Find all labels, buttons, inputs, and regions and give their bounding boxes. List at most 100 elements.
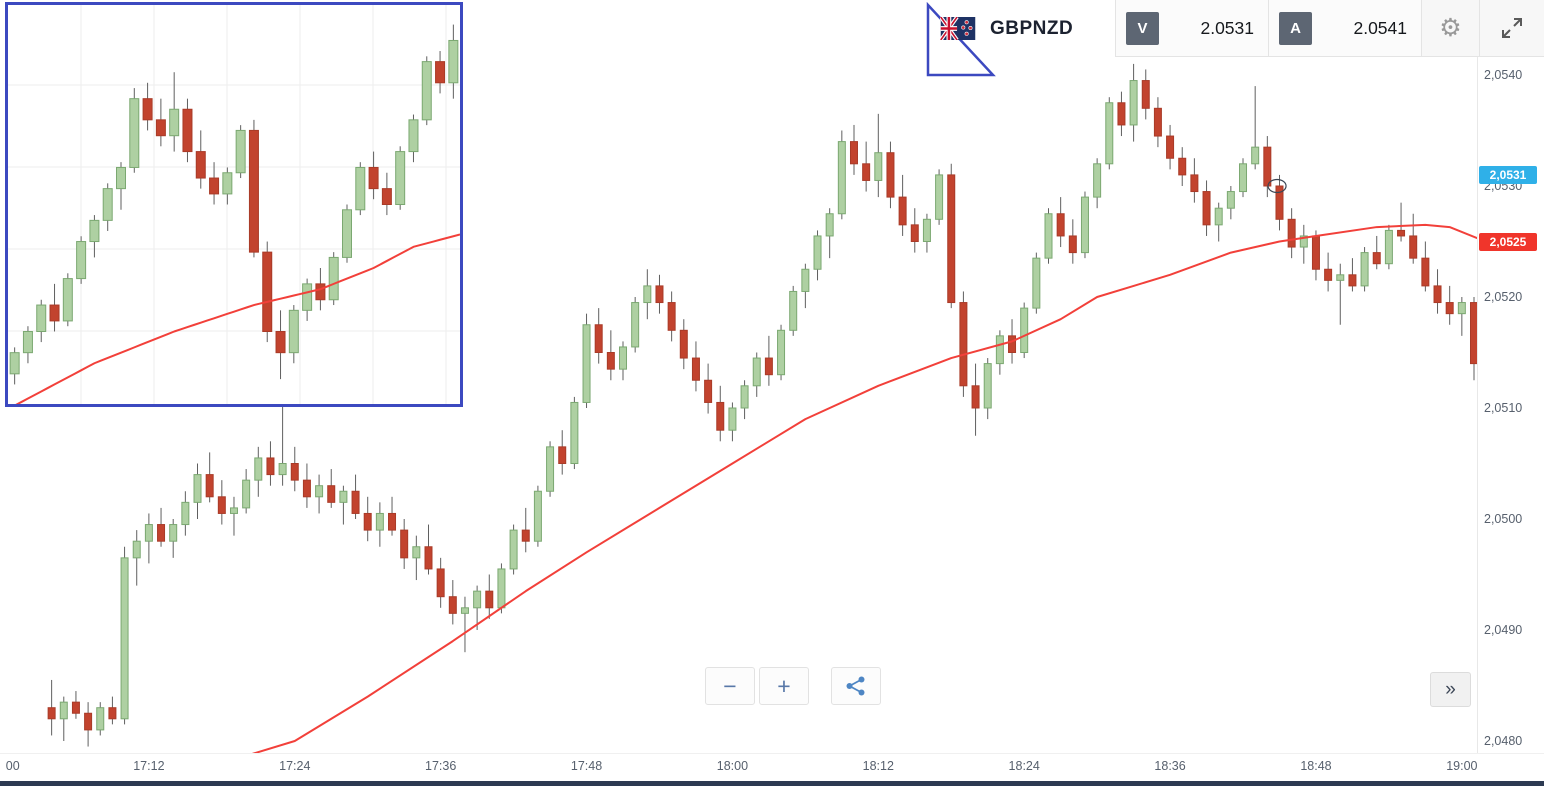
candle	[266, 457, 275, 476]
candle	[1141, 80, 1150, 109]
candle	[740, 385, 749, 409]
candle	[195, 151, 206, 179]
zoom-inset-box[interactable]	[5, 2, 463, 407]
triangle-drawing[interactable]	[922, 2, 1000, 80]
candle	[355, 166, 366, 211]
y-axis-label: 2,0490	[1484, 623, 1522, 637]
candle	[995, 335, 1004, 365]
zoom-in-button[interactable]: +	[759, 667, 809, 705]
buy-letter: A	[1279, 11, 1312, 45]
candle	[1008, 335, 1017, 354]
candle	[49, 304, 60, 322]
candle	[448, 39, 459, 84]
candle	[1239, 163, 1248, 193]
time-axis[interactable]	[0, 753, 1477, 781]
x-axis-label: 17:48	[571, 759, 602, 773]
candle	[1336, 274, 1345, 281]
candle	[1153, 107, 1162, 137]
x-axis-label: 18:24	[1009, 759, 1040, 773]
candle	[209, 177, 220, 195]
sell-button[interactable]: V 2.0531	[1116, 0, 1268, 56]
candle	[368, 166, 379, 190]
y-axis-label: 2,0510	[1484, 401, 1522, 415]
candle	[1311, 235, 1320, 270]
candle	[1226, 191, 1235, 209]
candle	[59, 701, 68, 720]
candle	[497, 568, 506, 609]
candle	[181, 501, 190, 526]
buy-button[interactable]: A 2.0541	[1268, 0, 1421, 56]
candle	[47, 707, 56, 720]
candle	[509, 529, 518, 570]
candle	[570, 401, 579, 465]
share-icon	[846, 676, 865, 696]
collapse-panel-button[interactable]: »	[1430, 672, 1471, 707]
candle	[1433, 285, 1442, 304]
candle	[764, 357, 773, 376]
candle	[229, 507, 238, 514]
candle	[205, 474, 214, 498]
candle	[716, 401, 725, 431]
share-button[interactable]	[831, 667, 881, 705]
candle	[959, 302, 968, 387]
candle	[1105, 102, 1114, 165]
fullscreen-button[interactable]	[1479, 0, 1544, 56]
candle	[922, 218, 931, 243]
candle	[132, 540, 141, 559]
candle	[408, 119, 419, 153]
price-axis[interactable]	[1477, 57, 1544, 753]
chart-toolbar: − +	[705, 667, 885, 705]
candle	[339, 490, 348, 503]
candle	[9, 352, 20, 375]
gbpnzd-flag-icon	[940, 17, 976, 40]
candle	[315, 283, 326, 301]
candle	[582, 324, 591, 403]
candle	[1263, 146, 1272, 187]
candle	[643, 285, 652, 304]
candle	[84, 712, 93, 731]
candle	[1397, 229, 1406, 237]
quote-panel: V 2.0531 A 2.0541 ⚙	[1115, 0, 1544, 57]
gear-icon: ⚙	[1439, 14, 1462, 42]
candle	[667, 302, 676, 331]
candle	[1409, 235, 1418, 259]
candle	[1457, 302, 1466, 315]
candle	[1445, 302, 1454, 315]
settings-button[interactable]: ⚙	[1421, 0, 1479, 56]
candle	[36, 304, 47, 332]
candle	[1360, 252, 1369, 287]
candle	[971, 385, 980, 409]
candle	[262, 251, 273, 332]
y-axis-label: 2,0540	[1484, 68, 1522, 82]
candle	[631, 302, 640, 348]
candle	[1421, 257, 1430, 287]
candle	[328, 256, 339, 301]
candle	[546, 446, 555, 492]
candle	[435, 61, 446, 84]
candle	[182, 108, 193, 153]
candle	[144, 524, 153, 542]
zoom-out-button[interactable]: −	[705, 667, 755, 705]
candle	[1202, 191, 1211, 226]
candle	[983, 363, 992, 409]
candle	[874, 152, 883, 181]
candle	[777, 329, 786, 376]
candle	[1214, 207, 1223, 226]
candle	[155, 119, 166, 137]
candle	[363, 512, 372, 531]
candle	[395, 151, 406, 205]
bottom-bar	[0, 781, 1544, 786]
price-marker[interactable]	[1267, 178, 1287, 194]
candle	[1275, 185, 1284, 220]
moving-average-line-inset	[15, 233, 460, 404]
candle	[886, 152, 895, 198]
candle	[1372, 252, 1381, 265]
candle	[421, 61, 432, 121]
candle	[116, 166, 126, 190]
candle	[1348, 274, 1357, 287]
candle	[96, 707, 105, 731]
candle	[460, 607, 469, 614]
candle	[752, 357, 761, 387]
moving-average-line[interactable]	[3, 223, 1480, 786]
